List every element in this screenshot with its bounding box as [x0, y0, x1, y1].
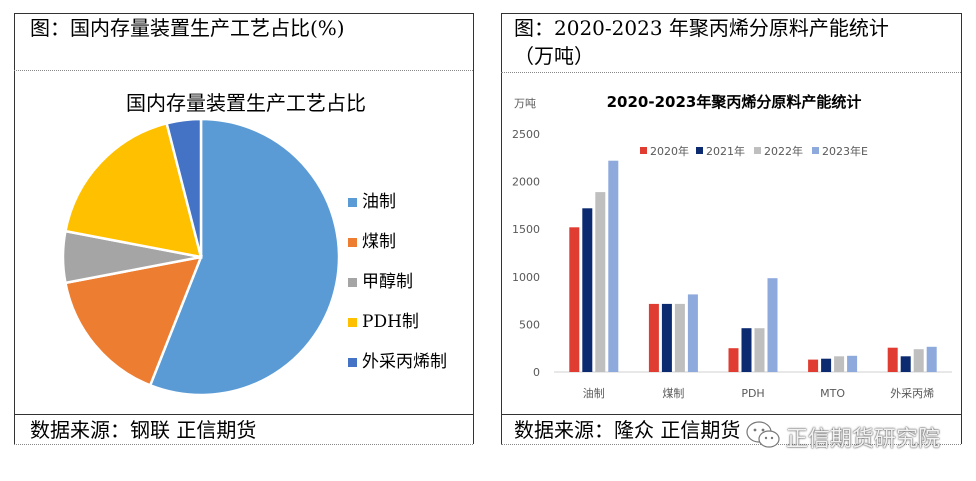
- right-caption-line1: 图：2020-2023 年聚丙烯分原料产能统计: [514, 16, 889, 40]
- bar-2-1: [674, 303, 685, 372]
- pie-legend-swatch-3: [348, 318, 357, 327]
- bar-3-4: [926, 346, 937, 372]
- pie-slice-1: [63, 255, 203, 387]
- right-top-border: [501, 13, 961, 14]
- left-source: 数据来源：钢联 正信期货: [30, 418, 257, 442]
- x-tick-label-1: 煤制: [662, 387, 684, 400]
- pie-legend-swatch-4: [348, 358, 357, 367]
- pie-legend-label-1: 煤制: [362, 232, 396, 252]
- bar-0-0: [569, 227, 580, 372]
- pie-legend-swatch-0: [348, 198, 357, 207]
- x-tick-label-4: 外采丙烯: [890, 387, 934, 400]
- pie-legend-label-3: PDH制: [362, 312, 419, 332]
- bar-3-1: [687, 294, 698, 372]
- bar-1-3: [821, 358, 832, 372]
- left-left-border: [14, 13, 15, 444]
- left-caption: 图：国内存量装置生产工艺占比(%): [30, 16, 345, 40]
- bar-legend-swatch-0: [640, 147, 647, 154]
- right-left-border: [501, 13, 502, 444]
- bar-title: 2020-2023年聚丙烯分原料产能统计: [607, 93, 862, 111]
- wechat-icon: [746, 421, 780, 448]
- bar-0-2: [728, 348, 739, 372]
- bar-1-1: [661, 303, 672, 372]
- pie-legend-swatch-1: [348, 238, 357, 247]
- watermark-text: 正信期货研究院: [786, 427, 941, 452]
- bar-2-2: [754, 328, 765, 372]
- bar-1-2: [741, 328, 752, 372]
- bar-2-0: [595, 192, 606, 372]
- bar-legend-label-2: 2022年: [764, 144, 803, 158]
- pie-slice-4: [165, 117, 203, 258]
- bar-legend-swatch-1: [696, 147, 703, 154]
- right-caption-line2: （万吨）: [514, 44, 594, 68]
- bar-3-2: [767, 278, 778, 372]
- left-caption-divider: [14, 70, 473, 71]
- left-top-border: [14, 13, 473, 14]
- right-source-divider: [501, 414, 961, 415]
- x-tick-label-0: 油制: [583, 386, 605, 400]
- y-tick-label-1: 500: [519, 318, 540, 331]
- x-tick-label-2: PDH: [741, 387, 764, 400]
- pie-legend-swatch-2: [348, 278, 357, 287]
- left-right-border: [473, 13, 474, 444]
- y-tick-label-2: 1000: [512, 271, 540, 284]
- bar-0-1: [648, 303, 659, 372]
- right-source: 数据来源：隆众 正信期货: [514, 418, 741, 442]
- bar-legend-swatch-3: [812, 147, 819, 154]
- y-tick-label-5: 2500: [512, 128, 540, 141]
- bar-1-4: [900, 356, 911, 372]
- bar-1-0: [582, 208, 593, 372]
- y-tick-label-4: 2000: [512, 176, 540, 189]
- bar-unit: 万吨: [514, 97, 536, 110]
- pie-legend-label-0: 油制: [362, 192, 396, 212]
- x-tick-label-3: MTO: [820, 387, 845, 400]
- pie-title: 国内存量装置生产工艺占比: [126, 91, 366, 115]
- bar-3-3: [847, 355, 858, 372]
- bar-2-4: [913, 349, 924, 372]
- bar-2-3: [834, 356, 845, 372]
- bar-chart: 2020-2023年聚丙烯分原料产能统计 万吨 0 500 1000 1500 2000…: [512, 93, 952, 400]
- bar-0-4: [887, 347, 898, 372]
- pie-slice-3: [63, 121, 203, 259]
- bar-legend-label-1: 2021年: [706, 144, 745, 158]
- right-caption-divider: [501, 72, 961, 73]
- bar-legend-label-0: 2020年: [650, 144, 689, 158]
- right-bottom-border: [501, 444, 961, 445]
- bar-3-0: [608, 160, 619, 372]
- pie-slice-0: [148, 117, 341, 397]
- bar-0-3: [808, 359, 819, 372]
- y-tick-label-0: 0: [533, 366, 540, 379]
- left-bottom-border: [14, 444, 473, 445]
- bar-legend-swatch-2: [754, 147, 761, 154]
- pie-legend-label-2: 甲醇制: [362, 272, 413, 292]
- right-right-border: [961, 13, 962, 444]
- bar-legend-label-3: 2023年E: [822, 144, 868, 158]
- pie-legend-label-4: 外采丙烯制: [362, 352, 447, 372]
- y-tick-label-3: 1500: [512, 223, 540, 236]
- left-source-divider: [14, 414, 473, 415]
